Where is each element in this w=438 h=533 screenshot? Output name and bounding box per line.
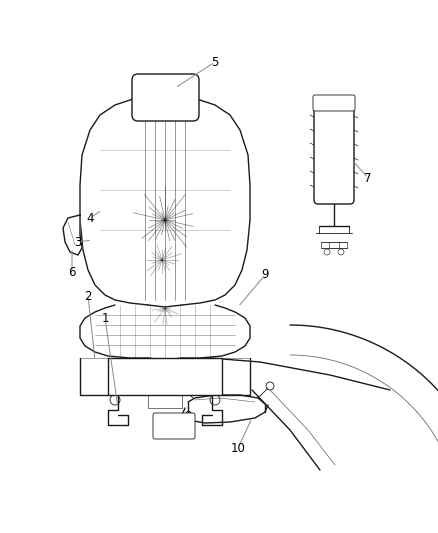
Text: 1: 1 bbox=[101, 311, 109, 325]
Text: 2: 2 bbox=[84, 289, 92, 303]
Text: 7: 7 bbox=[364, 172, 372, 184]
FancyBboxPatch shape bbox=[153, 413, 195, 439]
Text: 3: 3 bbox=[74, 236, 82, 248]
Text: 10: 10 bbox=[230, 441, 245, 455]
Polygon shape bbox=[63, 215, 82, 255]
Bar bbox=[108, 358, 222, 395]
FancyBboxPatch shape bbox=[313, 95, 355, 111]
FancyBboxPatch shape bbox=[132, 74, 199, 121]
Text: 5: 5 bbox=[211, 55, 219, 69]
FancyBboxPatch shape bbox=[314, 101, 354, 204]
Text: 6: 6 bbox=[68, 265, 76, 279]
Text: 4: 4 bbox=[86, 212, 94, 224]
Text: 8: 8 bbox=[184, 409, 192, 423]
Text: 9: 9 bbox=[261, 269, 269, 281]
